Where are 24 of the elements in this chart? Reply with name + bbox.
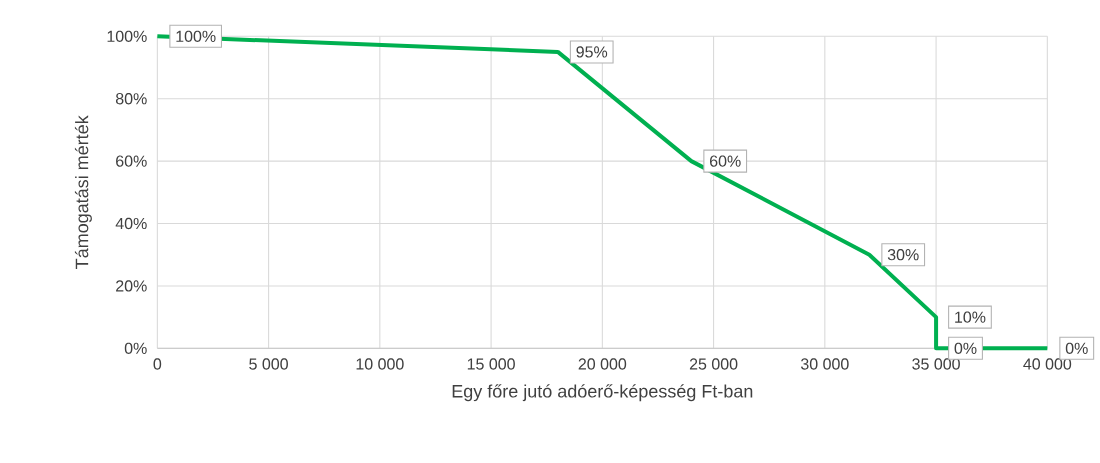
y-tick-label: 80% [115, 93, 147, 105]
y-tick-label: 60% [116, 155, 147, 167]
data-label: 60% [710, 155, 741, 167]
x-tick-label: 40 000 [1023, 358, 1072, 370]
y-axis-title: Támogatási mérték [74, 115, 92, 269]
data-label: 0% [954, 342, 977, 354]
y-tick-label: 0% [124, 342, 147, 354]
y-tick-label: 40% [115, 217, 147, 230]
x-tick-label: 0 [153, 358, 162, 370]
data-label: 100% [176, 30, 216, 42]
x-tick-label: 10 000 [356, 358, 404, 370]
x-tick-label: 25 000 [689, 358, 738, 370]
data-label: 30% [887, 249, 919, 261]
y-tick-label: 100% [107, 30, 147, 42]
x-tick-label: 15 000 [467, 358, 515, 370]
x-axis-title: Egy főre jutó adóerő-képesség Ft-ban [452, 384, 753, 402]
x-tick-label: 35 000 [912, 358, 960, 370]
data-label: 10% [955, 311, 986, 323]
data-label: 0% [1065, 342, 1088, 354]
x-tick-label: 5 000 [249, 358, 288, 370]
y-tick-label: 20% [116, 280, 147, 292]
x-tick-label: 30 000 [800, 358, 849, 370]
x-tick-label: 20 000 [578, 358, 627, 370]
data-label: 95% [576, 46, 608, 58]
